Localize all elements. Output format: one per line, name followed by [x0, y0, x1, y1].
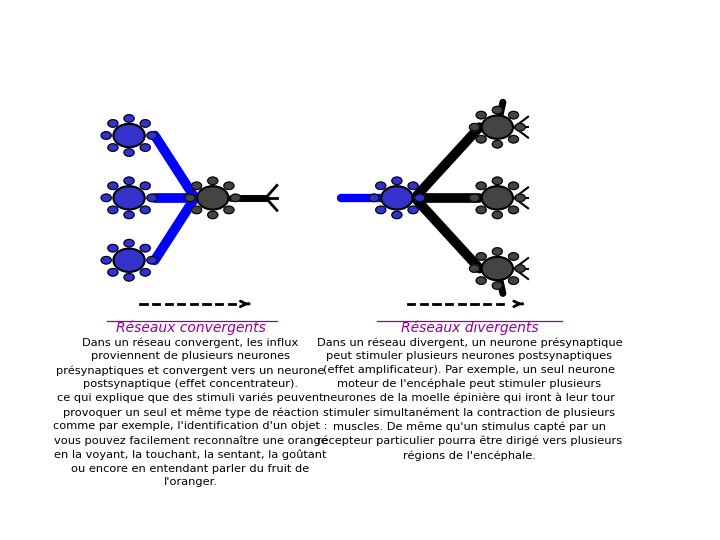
Circle shape	[230, 194, 240, 201]
Circle shape	[508, 111, 518, 119]
Circle shape	[101, 256, 111, 264]
Circle shape	[476, 111, 486, 119]
Circle shape	[516, 194, 526, 201]
Circle shape	[124, 274, 134, 281]
Circle shape	[140, 245, 150, 252]
Circle shape	[492, 282, 503, 289]
Circle shape	[415, 194, 425, 201]
Circle shape	[469, 194, 480, 201]
Circle shape	[224, 206, 234, 214]
Circle shape	[376, 206, 386, 214]
Circle shape	[114, 186, 145, 210]
Circle shape	[476, 182, 486, 190]
Circle shape	[114, 248, 145, 272]
Circle shape	[124, 211, 134, 219]
Circle shape	[492, 140, 503, 148]
Text: Réseaux convergents: Réseaux convergents	[115, 321, 266, 335]
Circle shape	[482, 186, 513, 210]
Circle shape	[101, 194, 111, 201]
Circle shape	[185, 194, 195, 201]
Circle shape	[140, 206, 150, 214]
Circle shape	[376, 182, 386, 190]
Text: Réseaux divergents: Réseaux divergents	[400, 321, 539, 335]
Circle shape	[208, 177, 217, 185]
Circle shape	[508, 182, 518, 190]
Circle shape	[508, 277, 518, 285]
Circle shape	[108, 144, 118, 151]
Circle shape	[392, 211, 402, 219]
Circle shape	[508, 206, 518, 214]
Circle shape	[508, 253, 518, 260]
Circle shape	[124, 239, 134, 247]
Circle shape	[516, 124, 526, 131]
Circle shape	[208, 211, 217, 219]
Circle shape	[124, 149, 134, 156]
Circle shape	[408, 182, 418, 190]
Circle shape	[192, 206, 202, 214]
Circle shape	[147, 256, 157, 264]
Circle shape	[108, 245, 118, 252]
Text: Dans un réseau convergent, les influx
proviennent de plusieurs neurones
présynap: Dans un réseau convergent, les influx pr…	[53, 337, 328, 487]
Circle shape	[140, 182, 150, 190]
Circle shape	[516, 265, 526, 272]
Circle shape	[140, 120, 150, 127]
Circle shape	[108, 206, 118, 214]
Circle shape	[382, 186, 413, 210]
Circle shape	[108, 182, 118, 190]
Circle shape	[369, 194, 379, 201]
Circle shape	[147, 132, 157, 139]
Circle shape	[469, 265, 480, 272]
Circle shape	[108, 120, 118, 127]
Circle shape	[147, 194, 157, 201]
Circle shape	[114, 124, 145, 147]
Text: Dans un réseau divergent, un neurone présynaptique
peut stimuler plusieurs neuro: Dans un réseau divergent, un neurone pré…	[317, 337, 622, 461]
Circle shape	[492, 177, 503, 185]
Circle shape	[476, 206, 486, 214]
Circle shape	[476, 277, 486, 285]
Circle shape	[197, 186, 228, 210]
Circle shape	[108, 268, 118, 276]
Circle shape	[492, 106, 503, 114]
Circle shape	[124, 177, 134, 185]
Circle shape	[140, 268, 150, 276]
Circle shape	[140, 144, 150, 151]
Circle shape	[476, 136, 486, 143]
Circle shape	[476, 253, 486, 260]
Circle shape	[101, 132, 111, 139]
Circle shape	[124, 114, 134, 122]
Circle shape	[482, 116, 513, 139]
Circle shape	[192, 182, 202, 190]
Circle shape	[482, 257, 513, 280]
Circle shape	[492, 211, 503, 219]
Circle shape	[408, 206, 418, 214]
Circle shape	[224, 182, 234, 190]
Circle shape	[469, 124, 480, 131]
Circle shape	[492, 248, 503, 255]
Circle shape	[508, 136, 518, 143]
Circle shape	[392, 177, 402, 185]
